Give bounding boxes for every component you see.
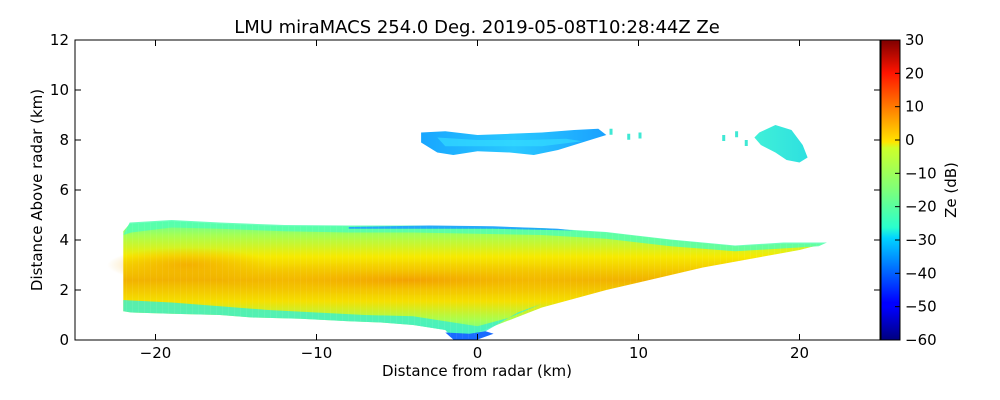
colorbar-tick-label: 20: [905, 64, 924, 82]
x-axis: −20 −10 0 10 20: [140, 40, 809, 362]
y-tick-label: 10: [50, 81, 69, 99]
colorbar-tick-label: −30: [905, 231, 937, 249]
upper-cloud-left-inner: [437, 137, 583, 147]
chart-title: LMU miraMACS 254.0 Deg. 2019-05-08T10:28…: [234, 17, 720, 38]
colorbar-tick-label: −60: [905, 331, 937, 349]
colorbar-tick-label: −10: [905, 164, 937, 182]
x-tick-label: −20: [140, 344, 172, 362]
y-axis-label: Distance Above radar (km): [28, 89, 46, 291]
cloud-speck: [735, 131, 739, 138]
colorbar-label: Ze (dB): [942, 162, 960, 218]
colorbar-tick-label: −20: [905, 198, 937, 216]
lower-cloud-texture: [123, 221, 824, 339]
colorbar-tick-label: −50: [905, 298, 937, 316]
y-tick-label: 2: [59, 281, 69, 299]
colorbar-tick-label: 30: [905, 31, 924, 49]
x-tick-label: 0: [473, 344, 483, 362]
upper-cloud-right: [754, 125, 808, 163]
cloud-speck: [722, 135, 726, 141]
colorbar-tick-label: 0: [905, 131, 915, 149]
cloud-speck: [744, 140, 748, 146]
x-tick-label: 20: [790, 344, 809, 362]
y-tick-label: 8: [59, 131, 69, 149]
x-tick-label: 10: [629, 344, 648, 362]
cloud-speck: [609, 128, 613, 135]
colorbar-tick-label: −40: [905, 264, 937, 282]
cloud-speck: [638, 132, 642, 139]
colorbar-axis: 30 20 10 0 −10 −20 −30 −40 −50 −60: [895, 31, 937, 349]
x-axis-label: Distance from radar (km): [382, 362, 572, 380]
colorbar-tick-label: 10: [905, 98, 924, 116]
reflectivity-heatmap: [107, 125, 827, 340]
y-tick-label: 6: [59, 181, 69, 199]
y-tick-label: 4: [59, 231, 69, 249]
colorbar: [880, 39, 901, 341]
y-tick-label: 12: [50, 31, 69, 49]
y-tick-label: 0: [59, 331, 69, 349]
cloud-speck: [627, 133, 631, 140]
x-tick-label: −10: [301, 344, 333, 362]
y-axis: 0 2 4 6 8 10 12: [50, 31, 880, 349]
